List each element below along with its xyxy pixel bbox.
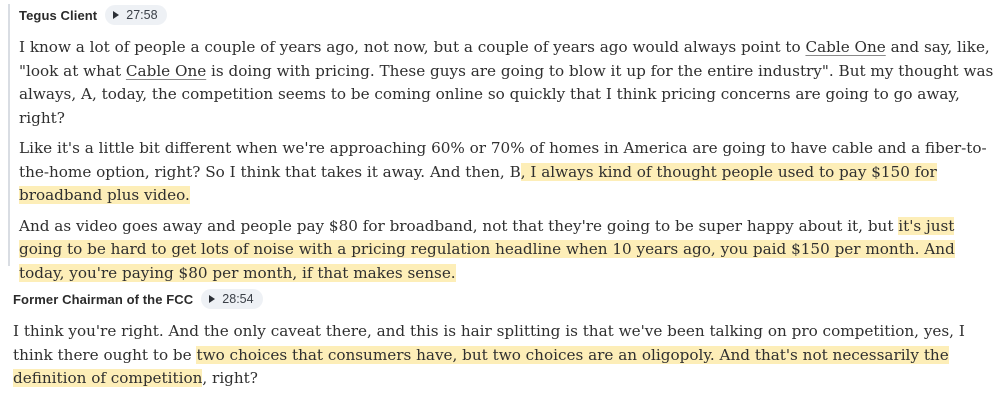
timestamp-button[interactable]: 27:58 — [105, 5, 167, 25]
transcript-paragraph: Like it's a little bit different when we… — [0, 137, 997, 208]
speaker-row: Former Chairman of the FCC 28:54 — [0, 288, 997, 310]
transcript-paragraph: And as video goes away and people pay $8… — [0, 215, 997, 286]
text-run: Like it's a little bit different when we… — [19, 139, 987, 181]
text-run: I know a lot of people a couple of years… — [19, 38, 806, 56]
entity-link[interactable]: Cable One — [125, 61, 207, 80]
text-run: And as video goes away and people pay $8… — [19, 216, 899, 235]
transcript-paragraph: I know a lot of people a couple of years… — [0, 36, 997, 130]
entity-link[interactable]: Cable One — [805, 38, 886, 56]
text-run: is doing with pricing. These guys are go… — [19, 61, 994, 127]
play-icon — [113, 11, 120, 19]
segment-rail — [8, 4, 10, 266]
transcript-paragraph: I think you're right. And the only cavea… — [0, 320, 997, 391]
timestamp-button[interactable]: 28:54 — [201, 289, 263, 309]
transcript-segment: Former Chairman of the FCC 28:54 I think… — [0, 288, 997, 391]
play-icon — [209, 295, 216, 303]
speaker-name: Tegus Client — [19, 7, 98, 23]
timestamp-label: 28:54 — [222, 292, 254, 306]
timestamp-label: 27:58 — [126, 8, 158, 22]
text-run: and say, like, "look at what — [19, 38, 990, 80]
speaker-row: Tegus Client 27:58 — [0, 4, 997, 26]
text-run: , right? — [202, 369, 258, 387]
transcript-segment: Tegus Client 27:58 I know a lot of peopl… — [0, 4, 997, 285]
text-run: I think you're right. And the only cavea… — [13, 322, 965, 364]
speaker-name: Former Chairman of the FCC — [13, 291, 194, 307]
